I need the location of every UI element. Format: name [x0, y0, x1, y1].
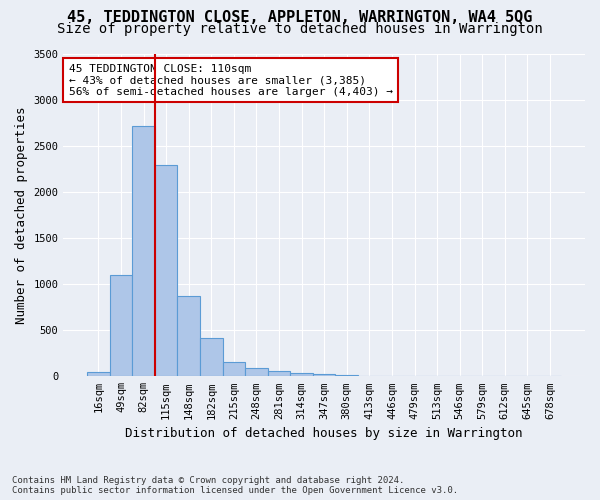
X-axis label: Distribution of detached houses by size in Warrington: Distribution of detached houses by size … — [125, 427, 523, 440]
Bar — [132, 126, 155, 376]
Text: 45 TEDDINGTON CLOSE: 110sqm
← 43% of detached houses are smaller (3,385)
56% of : 45 TEDDINGTON CLOSE: 110sqm ← 43% of det… — [68, 64, 392, 97]
Bar — [87, 372, 110, 376]
Y-axis label: Number of detached properties: Number of detached properties — [15, 106, 28, 324]
Text: Contains HM Land Registry data © Crown copyright and database right 2024.
Contai: Contains HM Land Registry data © Crown c… — [12, 476, 458, 495]
Bar — [268, 371, 290, 376]
Bar — [290, 372, 313, 376]
Bar — [223, 362, 245, 376]
Text: Size of property relative to detached houses in Warrington: Size of property relative to detached ho… — [57, 22, 543, 36]
Bar — [178, 296, 200, 376]
Bar — [313, 374, 335, 376]
Bar — [110, 275, 132, 376]
Text: 45, TEDDINGTON CLOSE, APPLETON, WARRINGTON, WA4 5QG: 45, TEDDINGTON CLOSE, APPLETON, WARRINGT… — [67, 10, 533, 25]
Bar — [245, 368, 268, 376]
Bar — [155, 164, 178, 376]
Bar — [200, 338, 223, 376]
